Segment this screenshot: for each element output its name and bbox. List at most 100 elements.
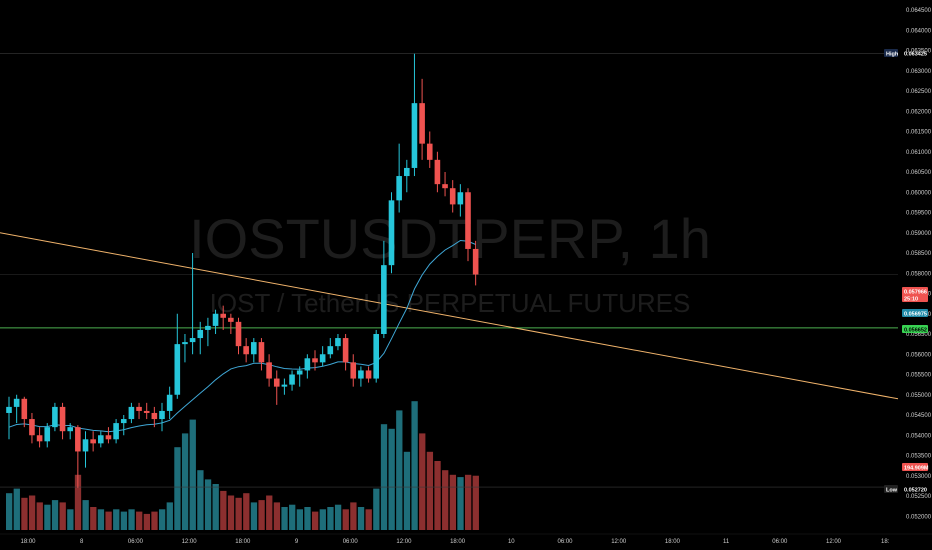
volume-tag: 194.909M: [902, 463, 929, 472]
time-tick-label: 9: [295, 539, 299, 545]
candle-body: [59, 406, 66, 432]
ema-tag: 0.056975: [902, 309, 928, 318]
last-price-value: 0.057966: [904, 290, 927, 296]
price-tick-label: 0.063000: [906, 69, 932, 75]
price-tick-label: 0.064500: [906, 8, 932, 14]
price-tick-label: 0.054500: [906, 413, 932, 419]
volume-bar: [90, 507, 97, 530]
candle-body: [182, 342, 188, 345]
candle-body: [381, 265, 387, 334]
price-tick-label: 0.053500: [906, 454, 932, 460]
support-tag-value: 0.056652: [904, 328, 927, 334]
volume-bar: [136, 511, 143, 530]
price-axis[interactable]: 0.064500 0.064000 0.063500 0.063000 0.062500…: [906, 8, 932, 520]
volume-bar: [457, 477, 464, 530]
volume-bar: [13, 488, 20, 530]
volume-bar: [59, 502, 66, 530]
candle-body: [434, 159, 441, 185]
candle-body: [120, 419, 127, 424]
volume-bar: [166, 502, 173, 530]
price-tick-label: 0.062000: [906, 109, 932, 115]
candle-body: [197, 329, 204, 339]
candle-body: [472, 248, 479, 275]
time-tick-label: 11: [723, 539, 730, 545]
price-tick-label: 0.064000: [906, 28, 932, 34]
trendline[interactable]: [0, 232, 899, 400]
volume-bar: [159, 509, 166, 530]
volume-bar: [243, 493, 250, 530]
volume-bar: [426, 451, 434, 530]
volume-bar: [327, 507, 334, 530]
volume-bar: [51, 500, 59, 530]
candle-body: [251, 342, 257, 355]
volume-bar: [266, 495, 273, 530]
volume-bar: [396, 410, 403, 530]
candle-body: [457, 192, 464, 205]
watermark-description: IOST / TetherUS PERPETUAL FUTURES: [210, 288, 691, 318]
time-axis[interactable]: 18:00 8 06:00 12:00 18:00 9 06:00 12:00 18:00 10 0…: [0, 533, 932, 545]
volume-bar: [250, 502, 258, 530]
volume-bar: [151, 511, 158, 530]
price-tick-label: 0.060000: [906, 190, 932, 196]
volume-bar: [365, 509, 372, 530]
high-tag-value: 0.063425: [904, 52, 927, 58]
candle-body: [419, 103, 425, 144]
volume-bar: [44, 504, 51, 530]
candle-body: [273, 378, 280, 387]
volume-bar: [36, 502, 43, 530]
ema-line: [8, 239, 476, 433]
horizontal-levels[interactable]: [0, 53, 898, 488]
price-tick-label: 0.062500: [906, 89, 932, 95]
volume-bar: [128, 509, 135, 530]
candle-body: [296, 370, 303, 375]
price-tick-label: 0.055000: [906, 393, 932, 399]
candle-body: [90, 439, 96, 444]
high-tag: High 0.063425: [884, 49, 927, 58]
candle-body: [319, 354, 326, 363]
candle-body: [373, 334, 379, 379]
candle-body: [113, 423, 119, 440]
volume-bar: [281, 507, 288, 530]
volume-bars: [6, 401, 479, 530]
candle-body: [426, 143, 433, 160]
candle-body: [151, 412, 158, 420]
candle-body: [388, 200, 395, 266]
candle-body: [98, 435, 104, 444]
volume-bar: [212, 484, 219, 530]
candle-body: [36, 435, 43, 442]
low-tag-value: 0.052720: [904, 488, 927, 494]
candle-body: [75, 427, 81, 452]
time-tick-label: 8: [80, 539, 84, 545]
ema-tag-value: 0.056975: [904, 312, 927, 318]
candle-body: [13, 398, 20, 407]
volume-bar: [74, 474, 82, 530]
volume-bar: [120, 511, 128, 530]
price-tick-label: 0.052500: [906, 494, 932, 500]
candles: [6, 53, 479, 488]
volume-bar: [6, 493, 13, 530]
time-tick-label: 12:00: [396, 539, 412, 545]
volume-tag-value: 194.909M: [904, 466, 929, 472]
volume-bar: [220, 490, 227, 530]
volume-bar: [258, 500, 265, 530]
time-tick-label: 18:00: [450, 539, 466, 545]
time-tick-label: 06:00: [343, 539, 359, 545]
candle-body: [235, 321, 242, 347]
candle-body: [289, 374, 295, 385]
low-tag-label: Low: [886, 488, 898, 494]
volume-bar: [227, 495, 235, 530]
volume-bar: [28, 495, 36, 530]
price-tick-label: 0.059500: [906, 211, 932, 217]
candle-body: [266, 362, 272, 379]
volume-bar: [465, 474, 472, 530]
volume-bar: [434, 461, 441, 530]
price-tick-label: 0.061500: [906, 130, 932, 136]
candle-body: [143, 410, 150, 413]
candle-body: [220, 313, 226, 318]
candle-body: [67, 427, 73, 432]
candle-body: [358, 370, 364, 379]
candle-body: [21, 398, 28, 420]
volume-bar: [403, 451, 411, 530]
high-tag-label: High: [886, 52, 899, 58]
